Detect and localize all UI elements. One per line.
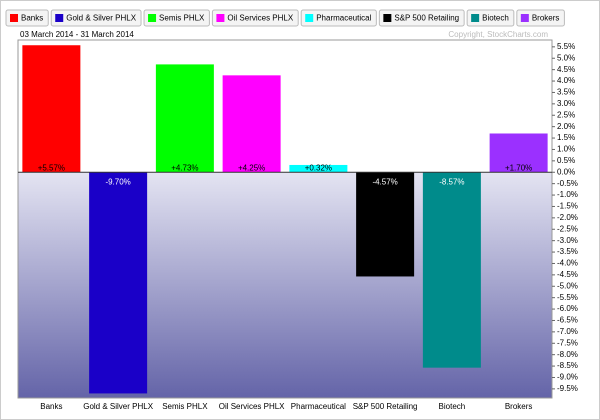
legend-label: S&P 500 Retailing (394, 14, 459, 23)
y-tick-label: -7.0% (557, 327, 578, 336)
legend-label: Banks (21, 14, 43, 23)
bar (222, 75, 281, 173)
y-tick-label: -5.5% (557, 293, 578, 302)
y-tick-label: -9.0% (557, 373, 578, 382)
y-tick-label: 2.5% (557, 110, 575, 119)
x-tick-label: Banks (40, 402, 62, 411)
x-tick-label: S&P 500 Retailing (353, 402, 418, 411)
legend-swatch (10, 14, 18, 22)
value-label: -4.57% (372, 177, 397, 186)
value-label: +1.70% (505, 163, 532, 172)
legend-item: Oil Services PHLX (211, 9, 299, 27)
y-tick-label: -6.5% (557, 316, 578, 325)
y-tick-label: -5.0% (557, 281, 578, 290)
legend: Banks Gold & Silver PHLX Semis PHLX Oil Ser… (5, 9, 565, 27)
y-tick-label: 0.5% (557, 156, 575, 165)
bar (289, 164, 348, 173)
legend-label: Brokers (532, 14, 560, 23)
plot-border (17, 39, 553, 399)
bar (356, 172, 415, 277)
y-tick-label: -6.0% (557, 304, 578, 313)
legend-item: Gold & Silver PHLX (50, 9, 142, 27)
legend-button (143, 9, 210, 27)
x-tick-label: Biotech (439, 402, 466, 411)
legend-swatch (520, 14, 529, 22)
plot: 5.5% 5.0% 4.5% 4.0% 3.5% 3.0% 2.5% 2.0% 1.5% 1.0%… (17, 39, 578, 399)
legend-item: Banks (5, 9, 49, 27)
y-tick-label: -0.5% (557, 179, 578, 188)
y-tick-label: -1.5% (557, 202, 578, 211)
bar (22, 45, 81, 173)
y-tick-label: -4.0% (557, 259, 578, 268)
legend-swatch (471, 14, 480, 22)
legend-swatch (55, 14, 64, 22)
legend-swatch (216, 14, 225, 22)
x-tick-label: Oil Services PHLX (219, 402, 285, 411)
legend-label: Biotech (482, 14, 509, 23)
y-tick-label: 1.5% (557, 133, 575, 142)
legend-item: S&P 500 Retailing (378, 9, 465, 27)
y-tick-label: 4.0% (557, 76, 575, 85)
y-tick-label: 0.0% (557, 167, 575, 176)
y-tick-label: -7.5% (557, 338, 578, 347)
bar (89, 172, 148, 394)
bar (155, 64, 214, 173)
y-tick-label: -3.0% (557, 236, 578, 245)
value-label: +4.73% (171, 163, 198, 172)
y-tick-label: -8.0% (557, 350, 578, 359)
plot-positive-bg (18, 40, 552, 173)
legend-button (50, 9, 142, 27)
legend-swatch (305, 14, 314, 22)
legend-button (378, 9, 465, 27)
y-tick-label: -3.5% (557, 247, 578, 256)
y-tick-label: -4.5% (557, 270, 578, 279)
legend-label: Pharmaceutical (316, 14, 371, 23)
y-tick-label: 4.5% (557, 65, 575, 74)
bar (422, 172, 481, 368)
x-tick-label: Pharmaceutical (291, 402, 346, 411)
value-label: +4.25% (238, 163, 265, 172)
value-label: -9.70% (105, 177, 130, 186)
x-tick-label: Gold & Silver PHLX (83, 402, 153, 411)
y-tick-label: 2.0% (557, 122, 575, 131)
value-label: +0.32% (305, 163, 332, 172)
legend-item: Brokers (516, 9, 565, 27)
y-tick-label: 1.0% (557, 145, 575, 154)
y-tick-label: -8.5% (557, 361, 578, 370)
legend-item: Semis PHLX (143, 9, 210, 27)
x-tick-label: Brokers (505, 402, 533, 411)
value-label: -8.57% (439, 177, 464, 186)
legend-label: Gold & Silver PHLX (66, 14, 136, 23)
copyright: Copyright, StockCharts.com (448, 30, 548, 39)
y-tick-label: -2.0% (557, 213, 578, 222)
y-tick-label: 3.5% (557, 88, 575, 97)
legend-swatch (383, 14, 392, 22)
y-tick-label: 5.5% (557, 42, 575, 51)
legend-label: Semis PHLX (159, 14, 205, 23)
legend-button (300, 9, 377, 27)
legend-label: Oil Services PHLX (227, 14, 293, 23)
legend-item: Biotech (466, 9, 515, 27)
y-tick-label: 3.0% (557, 99, 575, 108)
value-label: +5.57% (38, 163, 65, 172)
date-range: 03 March 2014 - 31 March 2014 (20, 30, 134, 39)
y-tick-label: -2.5% (557, 224, 578, 233)
legend-button (211, 9, 299, 27)
y-tick-label: -1.0% (557, 190, 578, 199)
x-tick-label: Semis PHLX (162, 402, 208, 411)
legend-item: Pharmaceutical (300, 9, 377, 27)
bar (489, 133, 548, 173)
y-tick-label: 5.0% (557, 53, 575, 62)
y-tick-label: -9.5% (557, 384, 578, 393)
legend-swatch (148, 14, 157, 22)
